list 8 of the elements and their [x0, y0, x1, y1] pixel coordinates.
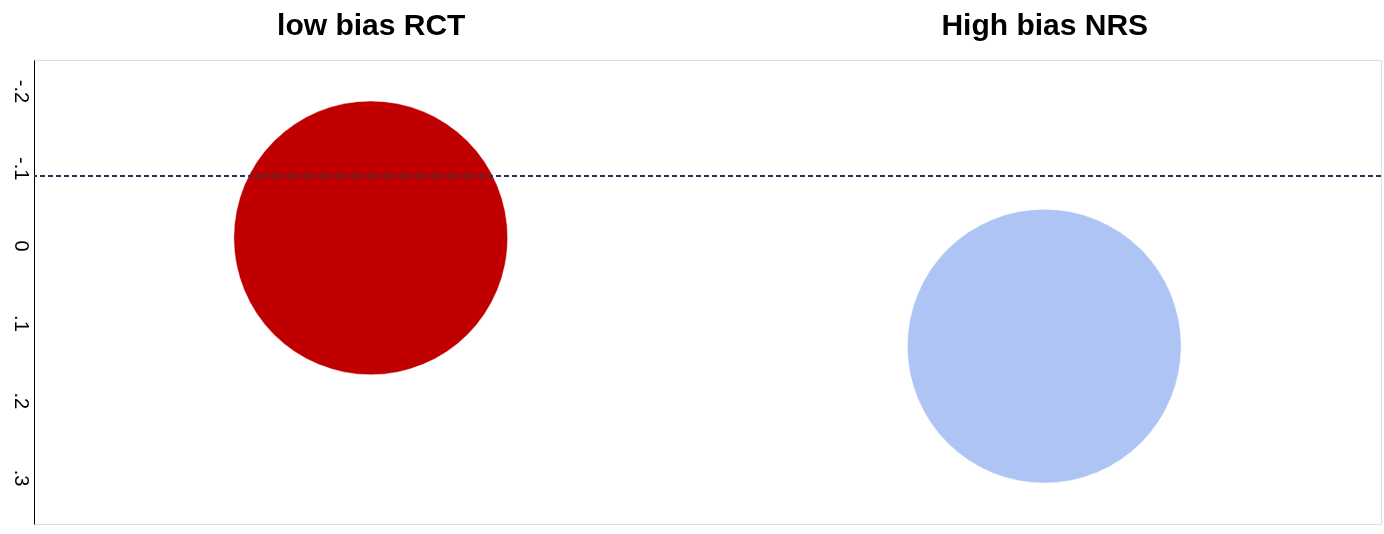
y-tick-label: 0: [10, 240, 33, 252]
x-tick-label: High bias NRS: [941, 7, 1149, 41]
y-tick-label: .3: [10, 469, 33, 487]
x-tick-label: low bias RCT: [277, 7, 466, 41]
y-tick-label: -.2: [10, 79, 33, 104]
y-tick-label: .1: [10, 315, 33, 332]
y-tick-label: .2: [10, 392, 33, 410]
y-tick-label: -.1: [10, 157, 33, 181]
